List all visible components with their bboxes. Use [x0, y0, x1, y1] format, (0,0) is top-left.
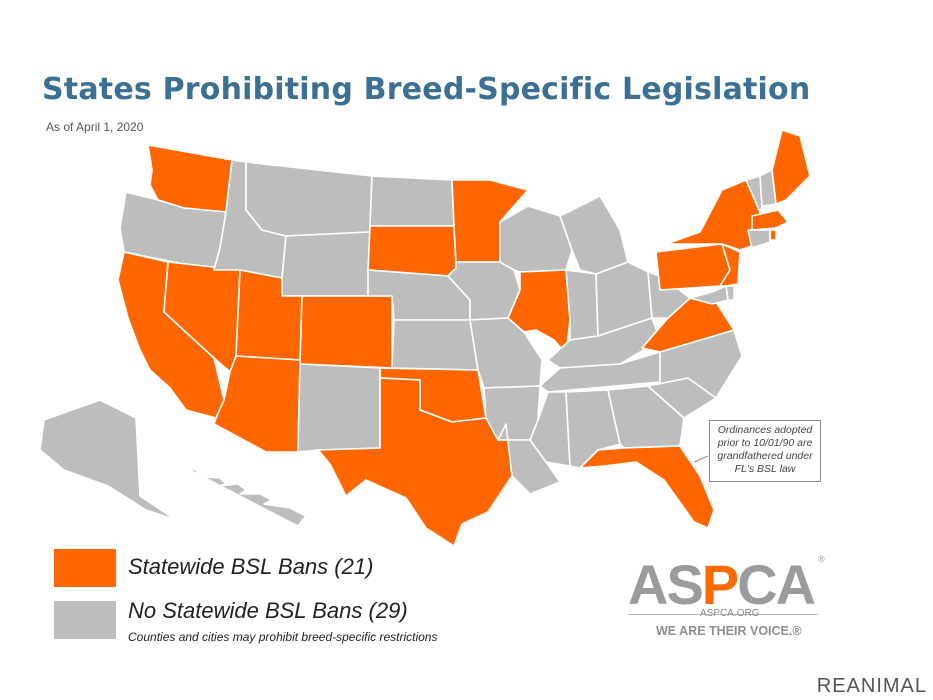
state-mt — [245, 161, 373, 237]
watermark: REANIMAL — [816, 675, 927, 697]
state-hi — [185, 467, 307, 527]
state-md — [689, 285, 729, 305]
state-ct — [747, 229, 771, 249]
state-co — [299, 295, 393, 369]
logo-url: ASPCA.ORG — [700, 608, 760, 619]
state-ks — [391, 319, 479, 371]
logo-registered-mark: ® — [818, 554, 825, 564]
map-subtitle: As of April 1, 2020 — [46, 120, 144, 134]
state-mi — [559, 195, 629, 275]
legend-label-no-ban: No Statewide BSL Bans (29) — [128, 598, 408, 623]
legend-swatch-ban — [54, 549, 116, 587]
state-ri — [769, 229, 777, 241]
state-ny — [665, 179, 761, 251]
map-title: States Prohibiting Breed-Specific Legisl… — [42, 72, 811, 107]
legend-swatch-no-ban — [54, 601, 116, 639]
state-wy — [281, 231, 371, 297]
state-tx — [317, 377, 513, 547]
logo-divider — [628, 614, 818, 615]
aspca-logo: ASPCA ® ASPCA.ORG WE ARE THEIR VOICE.® — [628, 552, 828, 652]
state-me — [771, 129, 811, 205]
legend-note: Counties and cities may prohibit breed-s… — [128, 630, 438, 644]
state-sd — [367, 225, 457, 277]
state-ma — [751, 209, 789, 231]
logo-tagline: WE ARE THEIR VOICE.® — [656, 624, 802, 638]
state-ak — [39, 399, 177, 521]
state-az — [213, 355, 301, 453]
state-in — [565, 269, 599, 341]
legend-label-ban: Statewide BSL Bans (21) — [128, 554, 374, 579]
state-nd — [369, 175, 455, 227]
state-nc — [647, 329, 743, 399]
state-fl — [579, 445, 715, 529]
state-nm — [297, 363, 381, 453]
florida-note: Ordinances adopted prior to 10/01/90 are… — [709, 420, 821, 482]
florida-note-connector — [693, 455, 709, 463]
aspca-wordmark: ASPCA — [628, 553, 816, 616]
state-pa — [655, 243, 731, 291]
